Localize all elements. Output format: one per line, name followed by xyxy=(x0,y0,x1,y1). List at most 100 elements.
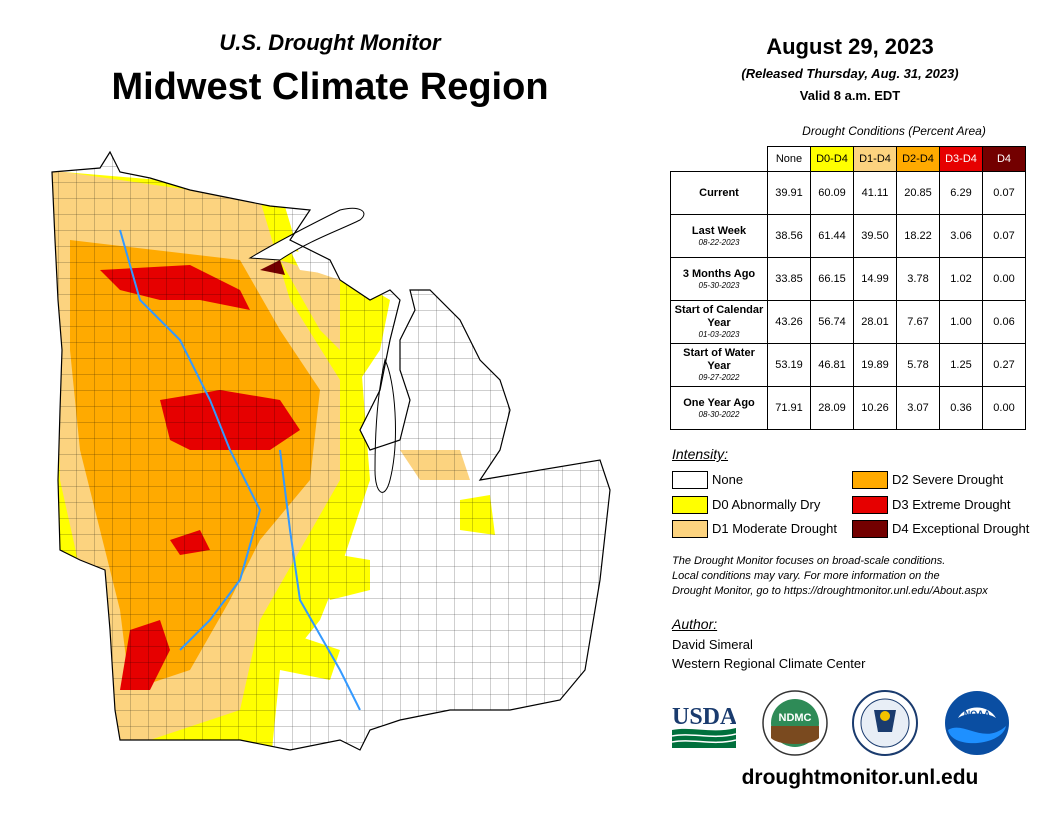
legend-swatch-d2 xyxy=(852,471,888,489)
table-cell: 1.02 xyxy=(939,257,983,301)
usda-logo-text: USDA xyxy=(672,704,736,730)
drought-map xyxy=(51,151,611,751)
table-cell: 0.27 xyxy=(982,343,1026,387)
table-cell: 0.00 xyxy=(982,257,1026,301)
map-date: August 29, 2023 xyxy=(766,34,934,59)
release-date: (Released Thursday, Aug. 31, 2023) xyxy=(741,66,959,81)
row-label: 3 Months Ago 05-30-2023 xyxy=(670,257,768,301)
table-cell: 61.44 xyxy=(810,214,854,258)
table-cell: 66.15 xyxy=(810,257,854,301)
legend-swatch-d4 xyxy=(852,520,888,538)
column-header: D1-D4 xyxy=(853,146,897,172)
valid-time: Valid 8 a.m. EDT xyxy=(799,88,901,103)
note-line: The Drought Monitor focuses on broad-sca… xyxy=(672,555,946,567)
table-cell: 56.74 xyxy=(810,300,854,344)
table-cell: 7.67 xyxy=(896,300,940,344)
author-name: David Simeral xyxy=(672,637,753,652)
table-row: Start of Calendar Year 01-03-2023 43.26 56.… xyxy=(670,300,1026,344)
legend-swatch-d1 xyxy=(672,520,708,538)
legend-label-d0: D0 Abnormally Dry xyxy=(712,497,821,512)
table-row: Current 39.91 60.09 41.11 20.85 6.29 0.07 xyxy=(670,171,1026,215)
table-cell: 39.91 xyxy=(767,171,811,215)
table-cell: 3.07 xyxy=(896,386,940,430)
row-label: Start of Calendar Year 01-03-2023 xyxy=(670,300,768,344)
note-line: Local conditions may vary. For more info… xyxy=(672,570,940,582)
table-row: 3 Months Ago 05-30-2023 33.85 66.15 14.99 3.7… xyxy=(670,257,1026,301)
table-cell: 18.22 xyxy=(896,214,940,258)
table-cell: 28.01 xyxy=(853,300,897,344)
table-cell: 3.78 xyxy=(896,257,940,301)
row-label-text: 3 Months Ago xyxy=(682,267,756,280)
author-organization: Western Regional Climate Center xyxy=(672,656,866,671)
disclaimer-note: The Drought Monitor focuses on broad-sca… xyxy=(672,554,1042,599)
column-header: D4 xyxy=(982,146,1026,172)
row-label-text: Start of Water Year xyxy=(683,347,755,372)
table-cell: 28.09 xyxy=(810,386,854,430)
row-date: 09-27-2022 xyxy=(698,373,740,382)
table-cell: 20.85 xyxy=(896,171,940,215)
row-label-text: One Year Ago xyxy=(683,396,755,409)
table-cell: 46.81 xyxy=(810,343,854,387)
table-cell: 0.07 xyxy=(982,171,1026,215)
table-corner xyxy=(671,147,768,172)
ndmc-logo-text: NDMC xyxy=(779,712,812,724)
table-cell: 71.91 xyxy=(767,386,811,430)
column-header: D3-D4 xyxy=(939,146,983,172)
table-cell: 6.29 xyxy=(939,171,983,215)
table-cell: 43.26 xyxy=(767,300,811,344)
noaa-logo-text: NOAA xyxy=(964,709,991,719)
doc-seal-logo xyxy=(852,690,918,756)
table-cell: 0.36 xyxy=(939,386,983,430)
table-cell: 60.09 xyxy=(810,171,854,215)
row-label: One Year Ago 08-30-2022 xyxy=(670,386,768,430)
noaa-logo: NOAA xyxy=(945,691,1009,755)
table-row: Start of Water Year 09-27-2022 53.19 46.81 1… xyxy=(670,343,1026,387)
table-cell: 39.50 xyxy=(853,214,897,258)
row-date: 08-30-2022 xyxy=(698,409,740,419)
table-cell: 38.56 xyxy=(767,214,811,258)
legend-title: Intensity: xyxy=(672,446,729,462)
table-cell: 14.99 xyxy=(853,257,897,301)
drought-conditions-table: None D0-D4 D1-D4 D2-D4 D3-D4 D4 Current 3… xyxy=(670,146,1026,430)
table-cell: 5.78 xyxy=(896,343,940,387)
website-url[interactable]: droughtmonitor.unl.edu xyxy=(741,766,979,789)
table-caption: Drought Conditions (Percent Area) xyxy=(802,124,986,138)
column-header: D0-D4 xyxy=(810,146,854,172)
legend-label-d2: D2 Severe Drought xyxy=(892,472,1004,487)
table-cell: 33.85 xyxy=(767,257,811,301)
row-label-text: Current xyxy=(699,186,739,199)
table-cell: 10.26 xyxy=(853,386,897,430)
row-date: 08-22-2023 xyxy=(698,237,740,247)
row-date: 01-03-2023 xyxy=(698,330,740,339)
usda-logo: USDA xyxy=(672,704,736,748)
row-date: 05-30-2023 xyxy=(698,280,740,290)
ndmc-logo: NDMC xyxy=(762,690,828,756)
legend-label-d4: D4 Exceptional Drought xyxy=(892,521,1030,536)
legend-label-d1: D1 Moderate Drought xyxy=(712,521,838,536)
column-header: None xyxy=(767,146,811,172)
legend-swatch-none xyxy=(672,471,708,489)
map-title: Midwest Climate Region xyxy=(111,66,549,108)
table-cell: 0.07 xyxy=(982,214,1026,258)
table-row: One Year Ago 08-30-2022 71.91 28.09 10.26 3.0… xyxy=(670,386,1026,430)
table-cell: 41.11 xyxy=(853,171,897,215)
column-header: D2-D4 xyxy=(896,146,940,172)
table-cell: 3.06 xyxy=(939,214,983,258)
row-label: Current xyxy=(670,171,768,215)
table-cell: 1.25 xyxy=(939,343,983,387)
legend-swatch-d0 xyxy=(672,496,708,514)
row-label: Start of Water Year 09-27-2022 xyxy=(670,343,768,387)
table-cell: 0.00 xyxy=(982,386,1026,430)
table-cell: 53.19 xyxy=(767,343,811,387)
note-line: Drought Monitor, go to https://droughtmo… xyxy=(672,585,988,597)
map-subtitle: U.S. Drought Monitor xyxy=(219,30,441,55)
legend-label-d3: D3 Extreme Drought xyxy=(892,497,1011,512)
table-cell: 0.06 xyxy=(982,300,1026,344)
legend-label-none: None xyxy=(712,472,744,487)
row-label-text: Start of Calendar Year xyxy=(674,304,764,329)
legend-swatch-d3 xyxy=(852,496,888,514)
author-heading: Author: xyxy=(672,616,718,632)
row-label-text: Last Week xyxy=(691,224,747,237)
table-cell: 19.89 xyxy=(853,343,897,387)
table-cell: 1.00 xyxy=(939,300,983,344)
